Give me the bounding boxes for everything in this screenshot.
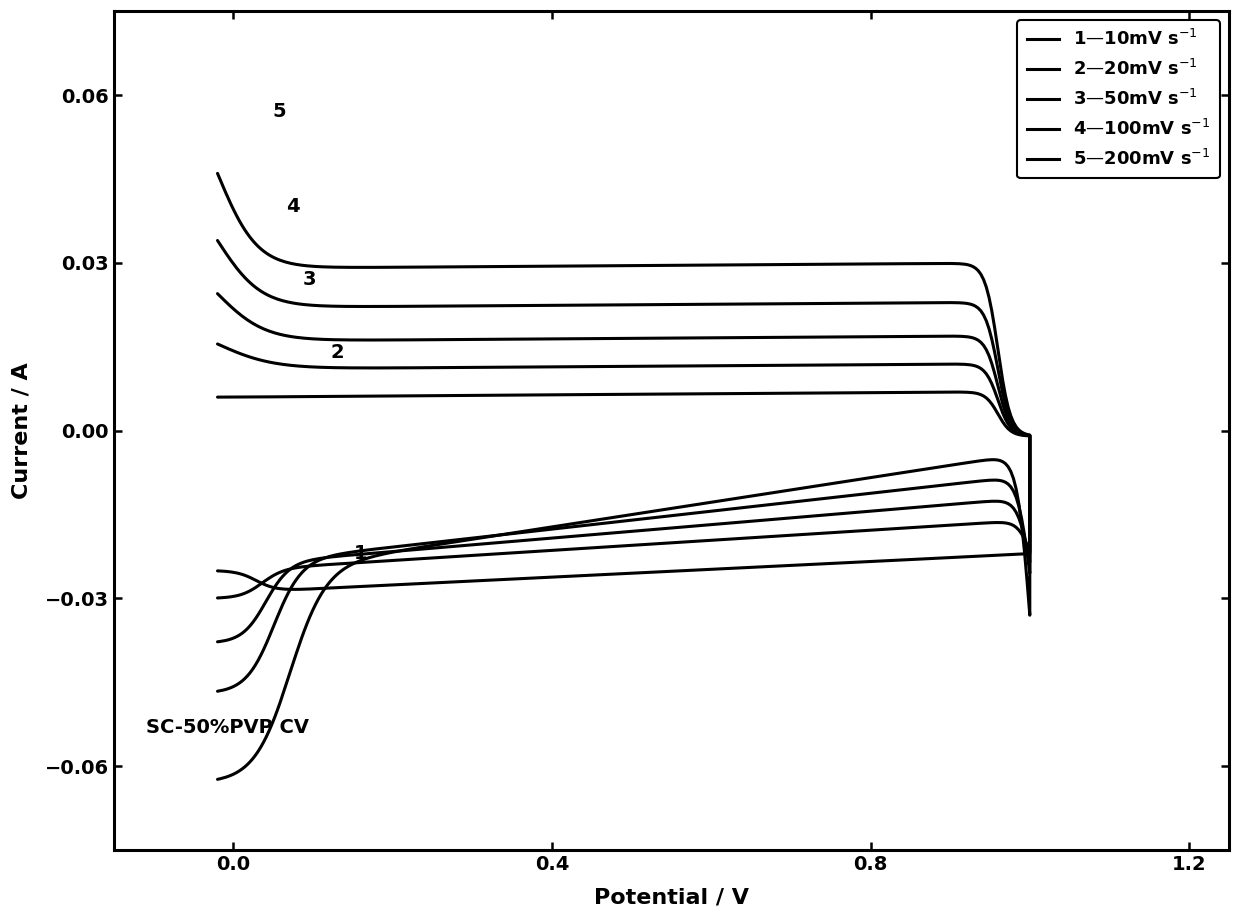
X-axis label: Potential / V: Potential / V <box>594 888 749 908</box>
Text: 1: 1 <box>355 544 368 563</box>
Text: SC-50%PVP CV: SC-50%PVP CV <box>146 718 309 737</box>
Text: 4: 4 <box>286 198 300 216</box>
Legend: $\bf{1}$—10mV s$^{-1}$, $\bf{2}$—20mV s$^{-1}$, $\bf{3}$—50mV s$^{-1}$, $\bf{4}$: $\bf{1}$—10mV s$^{-1}$, $\bf{2}$—20mV s$… <box>1018 20 1220 178</box>
Text: 2: 2 <box>330 343 343 362</box>
Text: 3: 3 <box>303 270 316 289</box>
Text: 5: 5 <box>273 102 286 121</box>
Y-axis label: Current / A: Current / A <box>11 362 31 499</box>
